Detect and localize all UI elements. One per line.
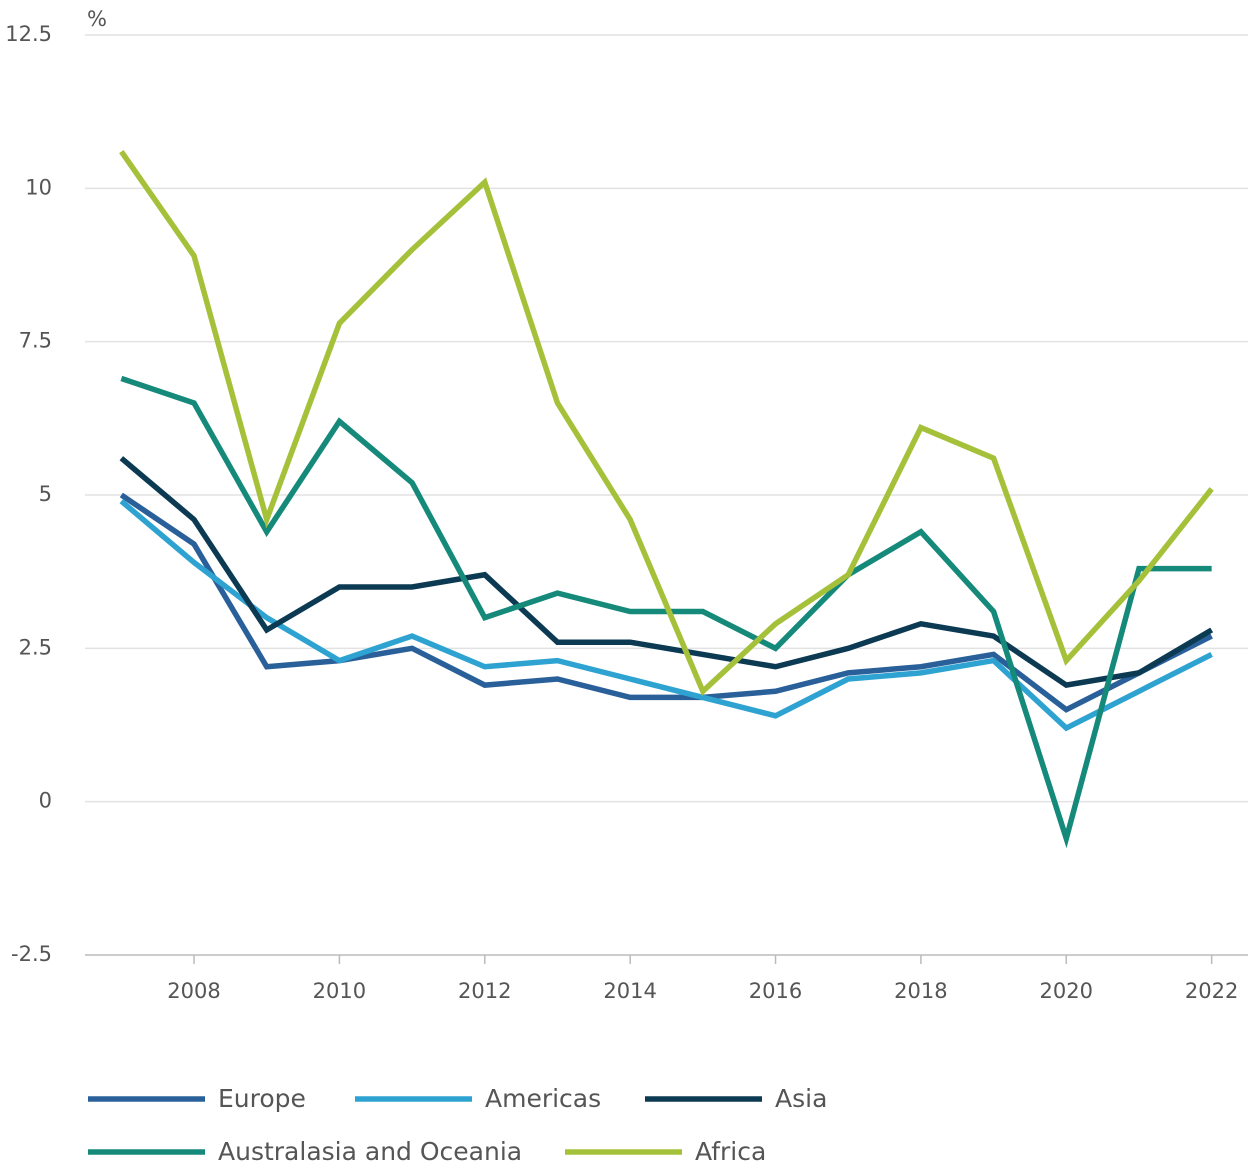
y-tick-label: -2.5 — [11, 942, 52, 966]
legend-label: Americas — [485, 1084, 601, 1113]
x-tick-label: 2020 — [1040, 979, 1093, 1003]
y-tick-label: 10 — [25, 175, 52, 199]
x-tick-label: 2016 — [749, 979, 802, 1003]
y-axis-unit: % — [87, 7, 107, 31]
x-tick-label: 2012 — [458, 979, 511, 1003]
y-tick-label: 0 — [39, 789, 52, 813]
series-line — [119, 149, 1214, 696]
legend-label: Africa — [695, 1137, 766, 1166]
x-tick-label: 2022 — [1185, 979, 1238, 1003]
y-tick-label: 12.5 — [5, 22, 52, 46]
x-tick-label: 2010 — [313, 979, 366, 1003]
x-tick-label: 2014 — [603, 979, 656, 1003]
legend-label: Europe — [218, 1084, 306, 1113]
y-tick-label: 2.5 — [19, 635, 52, 659]
legend-label: Australasia and Oceania — [218, 1137, 522, 1166]
series-line — [119, 492, 1213, 713]
series-line — [119, 499, 1213, 732]
series-line — [119, 456, 1214, 689]
x-tick-label: 2018 — [894, 979, 947, 1003]
y-tick-label: 7.5 — [19, 329, 52, 353]
y-tick-label: 5 — [39, 482, 52, 506]
x-tick-label: 2008 — [167, 979, 220, 1003]
legend-label: Asia — [775, 1084, 827, 1113]
